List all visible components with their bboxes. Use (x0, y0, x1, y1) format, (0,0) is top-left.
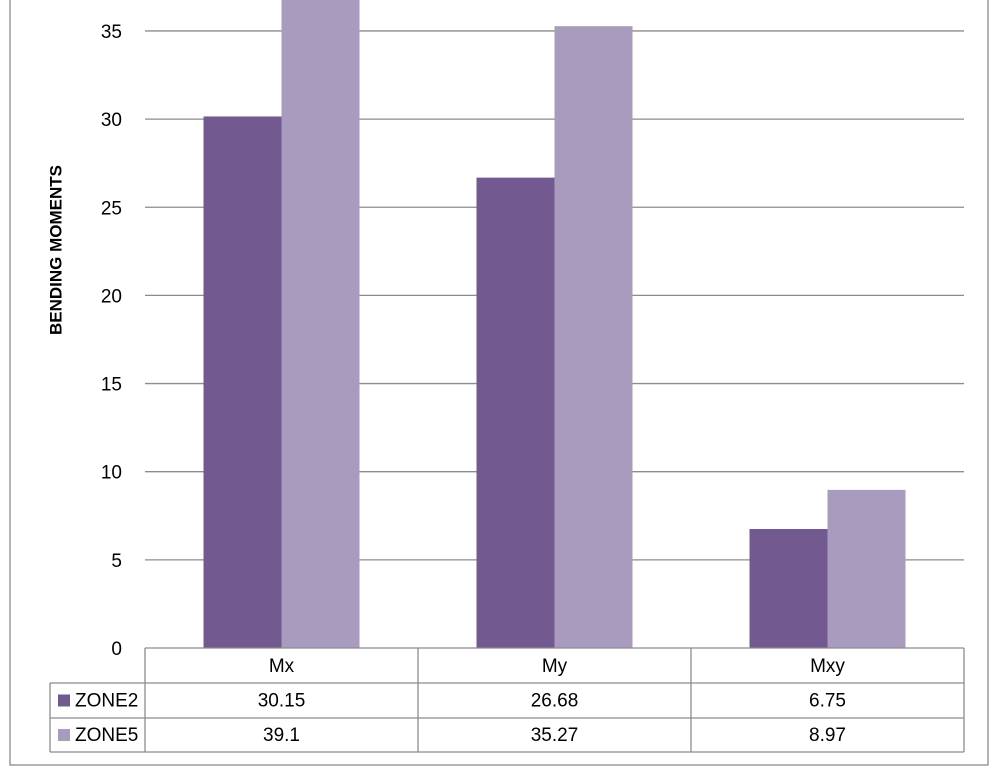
y-tick-label: 25 (101, 198, 122, 219)
legend-swatch (58, 729, 70, 741)
legend-swatch (58, 694, 70, 707)
bar (749, 528, 828, 648)
y-tick-label: 30 (101, 110, 122, 131)
bar (281, 0, 360, 649)
table-value: 39.1 (263, 725, 300, 746)
bar (203, 116, 282, 648)
bar (476, 177, 555, 649)
table-value: 30.15 (258, 691, 306, 712)
legend-label: ZONE5 (75, 725, 138, 746)
y-tick-label: 0 (111, 639, 122, 660)
bar (554, 26, 633, 649)
table-value: 6.75 (809, 691, 846, 712)
table-value: 35.27 (531, 725, 579, 746)
y-tick-label: 35 (101, 22, 122, 43)
table-value: 8.97 (809, 725, 846, 746)
y-tick-label: 10 (101, 463, 122, 484)
legend-label: ZONE2 (75, 691, 138, 712)
x-tick-label: Mxy (810, 656, 845, 677)
table-value: 26.68 (531, 691, 579, 712)
y-tick-label: 15 (101, 375, 122, 396)
x-tick-label: My (542, 656, 568, 677)
y-axis-title: BENDING MOMENTS (46, 165, 65, 335)
y-tick-label: 5 (111, 551, 122, 572)
x-tick-label: Mx (269, 656, 295, 677)
chart-border (9, 0, 989, 766)
y-tick-label: 20 (101, 286, 122, 307)
bar (827, 489, 906, 648)
